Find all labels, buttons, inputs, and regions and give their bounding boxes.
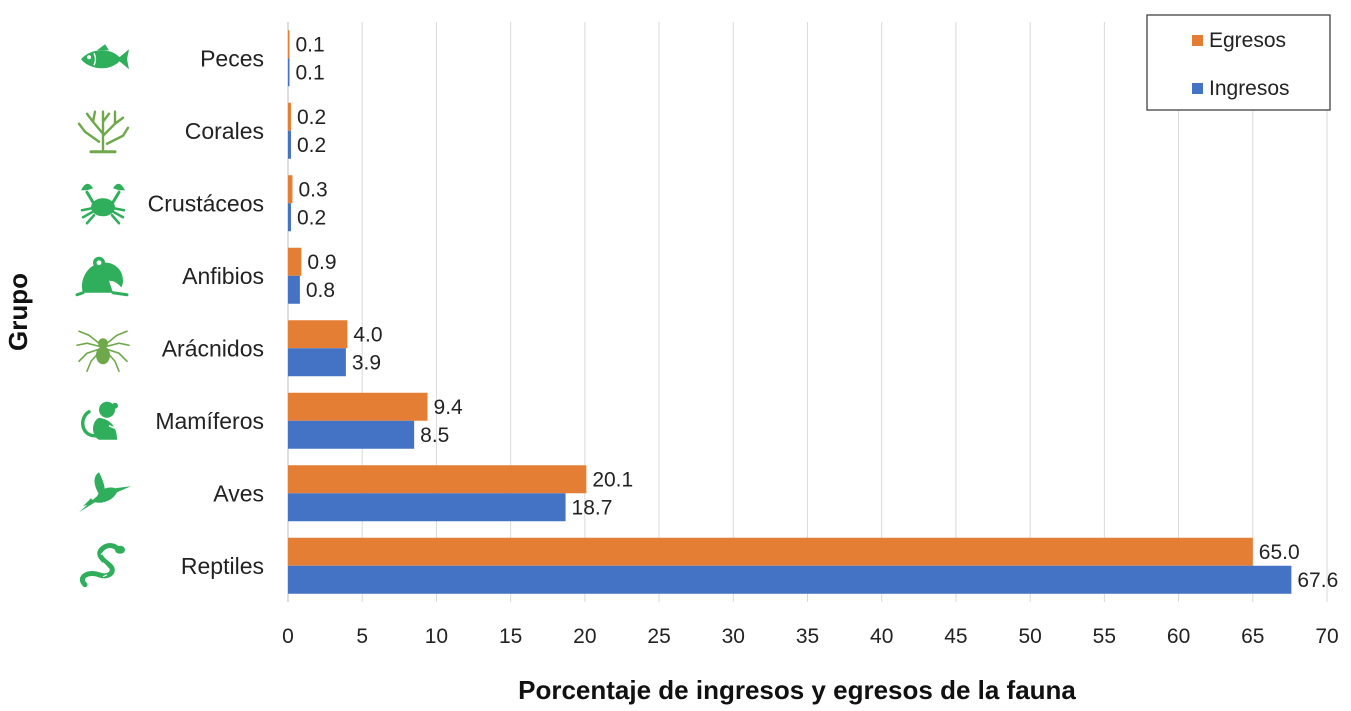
bar-ingresos [288,420,415,449]
data-label: 0.1 [295,61,324,84]
x-tick-label: 15 [499,625,522,648]
bar-egresos [288,320,348,349]
y-axis-title: Grupo [3,273,33,351]
category-label: Reptiles [181,553,264,579]
monkey-icon [81,401,120,440]
category-label: Anfibios [182,263,264,289]
fish-icon [81,44,129,70]
x-tick-label: 20 [573,625,596,648]
category-label: Arácnidos [162,335,264,361]
data-label: 3.9 [352,351,381,374]
legend-box [1146,14,1331,111]
x-tick-label: 40 [870,625,893,648]
data-label: 0.2 [297,206,326,229]
gridlines [287,22,1328,602]
x-axis-title: Porcentaje de ingresos y egresos de la f… [518,675,1076,705]
bar-egresos [288,102,291,131]
category-label: Corales [185,118,264,144]
x-tick-label: 30 [722,625,745,648]
category-label: Mamíferos [155,408,264,434]
bar-ingresos [288,565,1292,594]
data-label: 4.0 [353,323,382,346]
crab-icon [80,183,126,225]
data-label: 0.3 [298,178,327,201]
x-tick-label: 55 [1093,625,1116,648]
x-tick-label: 0 [282,625,294,648]
snake-icon [79,543,125,588]
bar-ingresos [288,275,300,304]
category-labels: Peces Corales Crustáceos Anfibios Arácnidos M… [148,45,264,579]
bar-egresos [288,175,293,204]
bar-egresos [288,30,290,59]
category-label: Crustáceos [148,190,264,216]
bar-egresos [288,537,1253,566]
bars [288,30,1292,594]
data-label: 0.2 [297,134,326,157]
data-label: 0.8 [306,279,335,302]
x-tick-label: 25 [647,625,670,648]
x-tick-label: 60 [1167,625,1190,648]
category-icons [75,44,131,588]
hummingbird-icon [79,472,131,513]
category-label: Peces [200,45,264,71]
x-tick-label: 50 [1018,625,1041,648]
x-tick-label: 5 [356,625,368,648]
legend: Egresos Ingresos [1146,14,1331,111]
legend-swatch [1192,83,1203,94]
x-tick-label: 35 [796,625,819,648]
bar-egresos [288,247,302,276]
x-tick-label: 65 [1241,625,1264,648]
frog-icon [75,256,129,297]
legend-swatch [1192,35,1203,46]
data-label: 18.7 [572,496,613,519]
data-label: 0.2 [297,106,326,129]
legend-label: Ingresos [1209,77,1290,100]
bar-egresos [288,392,428,421]
data-label: 0.9 [307,251,336,274]
coral-icon [77,110,130,154]
bar-ingresos [288,58,290,87]
data-label: 8.5 [420,424,449,447]
bar-egresos [288,465,587,494]
spider-icon [76,330,130,373]
data-label: 0.1 [295,33,324,56]
data-label: 65.0 [1259,541,1300,564]
bar-ingresos [288,348,346,377]
x-tick-label: 10 [425,625,448,648]
data-label: 20.1 [592,468,633,491]
legend-label: Egresos [1209,29,1286,52]
x-tick-label: 45 [944,625,967,648]
category-label: Aves [213,480,264,506]
bar-ingresos [288,203,291,232]
data-labels: 0.1 0.1 0.2 0.2 0.3 0.2 0.9 0.8 4.0 3.9 9.4 8.5 20.1… [295,33,1338,592]
data-label: 67.6 [1297,569,1338,592]
bar-ingresos [288,130,291,159]
bar-ingresos [288,493,566,522]
data-label: 9.4 [434,396,464,419]
x-tick-label: 70 [1315,625,1338,648]
x-tick-labels: 0 5 10 15 20 25 30 35 40 45 50 55 60 65 70 [282,625,1339,648]
